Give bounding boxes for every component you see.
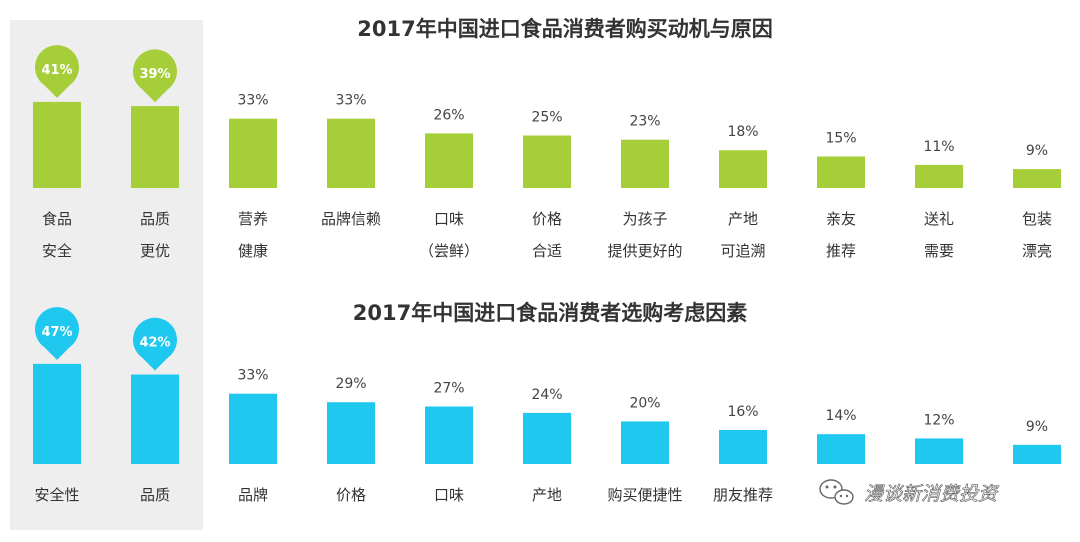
category-label: 提供更好的 <box>607 242 682 260</box>
category-label: 更优 <box>140 242 170 260</box>
bar <box>33 101 81 188</box>
bar <box>719 429 767 464</box>
bar <box>817 156 865 188</box>
bar <box>327 118 375 188</box>
value-label: 42% <box>139 336 170 351</box>
watermark-text: 漫谈新消费投资 <box>864 483 1000 505</box>
bar <box>229 118 277 188</box>
value-pin <box>34 307 79 360</box>
category-label: 产地 <box>532 486 562 504</box>
value-label: 29% <box>335 376 366 392</box>
category-label: 品质 <box>140 486 170 504</box>
value-label: 39% <box>139 67 170 82</box>
category-label: 口味 <box>434 486 464 504</box>
category-label: 合适 <box>532 242 562 260</box>
value-pin <box>35 45 80 98</box>
category-label: 朋友推荐 <box>713 486 773 504</box>
category-label: 品牌 <box>238 486 268 504</box>
value-label: 33% <box>237 368 268 384</box>
category-label: 送礼 <box>924 210 954 228</box>
value-label: 15% <box>825 131 856 147</box>
chart-title: 2017年中国进口食品消费者选购考虑因素 <box>353 301 747 325</box>
bar <box>425 133 473 188</box>
value-label: 20% <box>629 395 660 411</box>
value-label: 41% <box>41 63 72 78</box>
bar <box>1013 169 1061 188</box>
category-label: 健康 <box>238 242 268 260</box>
category-label: 为孩子 <box>622 210 667 228</box>
bar <box>33 363 81 464</box>
bar <box>817 434 865 464</box>
value-label: 16% <box>727 404 758 420</box>
bar <box>621 139 669 188</box>
bar <box>131 106 179 188</box>
category-label: 需要 <box>924 242 954 260</box>
bar <box>915 164 963 188</box>
category-label: 安全性 <box>34 486 79 504</box>
bar <box>327 402 375 464</box>
bar <box>523 412 571 464</box>
category-label: 推荐 <box>826 242 856 260</box>
category-label: 食品 <box>42 210 72 228</box>
category-label: 包装 <box>1022 210 1052 228</box>
bar <box>621 421 669 464</box>
bar <box>523 135 571 188</box>
bar <box>131 374 179 464</box>
value-label: 12% <box>923 412 954 428</box>
value-pin <box>133 49 177 103</box>
value-label: 47% <box>41 325 72 340</box>
value-label: 25% <box>531 110 562 126</box>
bar <box>915 438 963 464</box>
category-label: 漂亮 <box>1022 242 1052 260</box>
category-label: 品牌信赖 <box>321 210 381 228</box>
value-label: 26% <box>433 107 464 123</box>
value-label: 14% <box>825 408 856 424</box>
category-label: 价格 <box>532 210 562 228</box>
value-label: 23% <box>629 114 660 130</box>
category-label: 安全 <box>42 242 72 260</box>
value-label: 27% <box>433 380 464 396</box>
category-label: 购买便捷性 <box>607 486 682 504</box>
chart-title: 2017年中国进口食品消费者购买动机与原因 <box>357 17 772 41</box>
bar <box>425 406 473 464</box>
value-label: 9% <box>1026 143 1048 159</box>
category-label: 亲友 <box>826 210 856 228</box>
value-label: 11% <box>923 139 954 155</box>
bar <box>719 150 767 188</box>
value-label: 9% <box>1026 419 1048 435</box>
wechat-icon <box>819 479 854 505</box>
bar <box>1013 444 1061 464</box>
category-label: 产地 <box>728 210 758 228</box>
category-label: 价格 <box>336 486 366 504</box>
bar <box>229 393 277 464</box>
category-label: 品质 <box>140 210 170 228</box>
category-label: 口味 <box>434 210 464 228</box>
watermark: 漫谈新消费投资 <box>819 479 1000 505</box>
category-label: （尝鲜） <box>419 242 479 260</box>
value-label: 18% <box>727 124 758 140</box>
value-pin <box>133 317 177 371</box>
value-label: 24% <box>531 387 562 403</box>
value-label: 33% <box>237 93 268 109</box>
chart-2: 2017年中国进口食品消费者选购考虑因素 47% 安全性 42% 品质 33% 品牌 29% 价… <box>33 301 1061 504</box>
category-label: 可追溯 <box>720 242 765 260</box>
category-label: 营养 <box>238 210 268 228</box>
value-label: 33% <box>335 93 366 109</box>
